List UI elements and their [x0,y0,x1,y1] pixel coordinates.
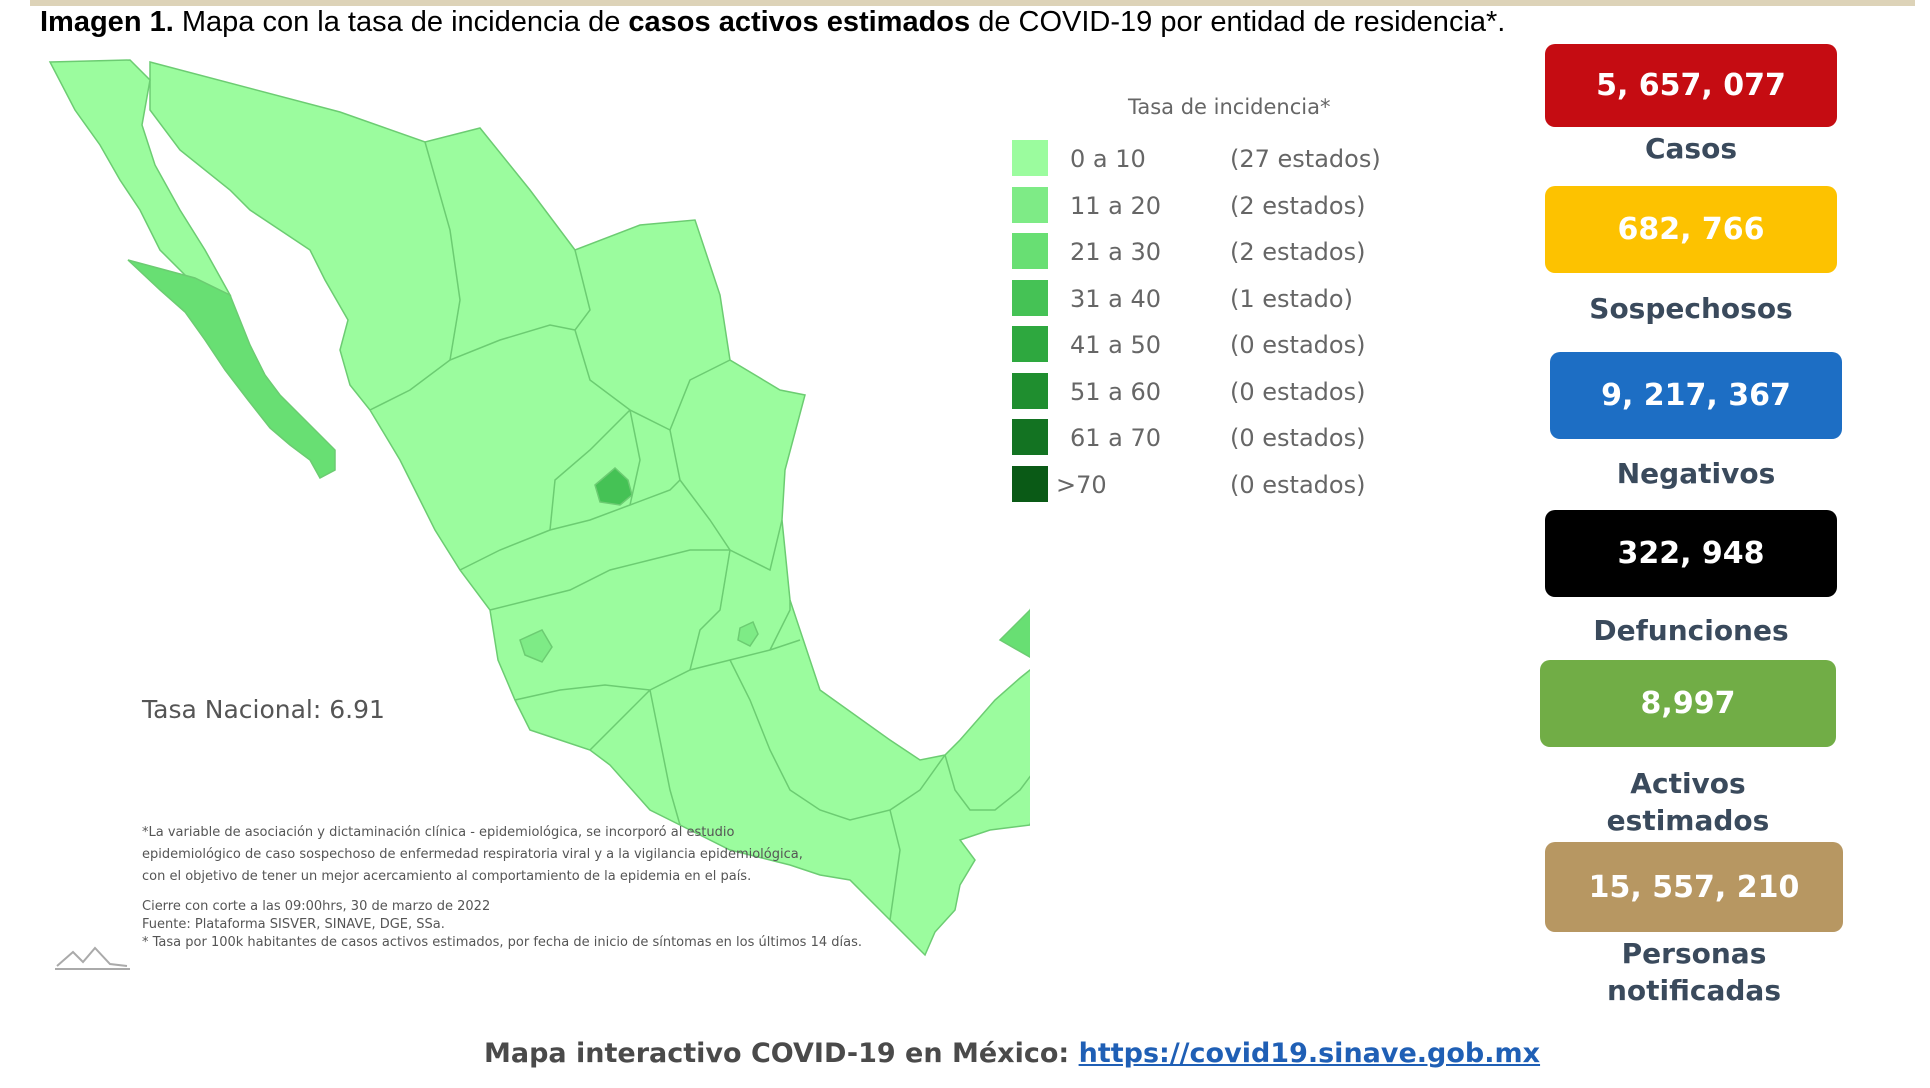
source-line: * Tasa por 100k habitantes de casos acti… [142,935,863,950]
legend-swatch [1012,372,1048,409]
stat-value-box: 5, 657, 077 [1545,44,1837,127]
campeche-state [998,608,1030,659]
legend-count: (1 estado) [1230,284,1353,313]
source-line: Cierre con corte a las 09:00hrs, 30 de m… [142,899,491,914]
legend-swatch [1012,419,1048,455]
legend-count: (2 estados) [1230,191,1366,220]
footer-label: Mapa interactivo COVID-19 en México: [484,1038,1079,1069]
legend-item: 21 a 30 (2 estados) [1012,233,1432,269]
stat-value-box: 8,997 [1540,660,1836,747]
national-rate: Tasa Nacional: 6.91 [142,695,385,724]
note-line: *La variable de asociación y dictaminaci… [142,825,735,840]
legend-swatch [1012,279,1048,316]
stat-value-box: 682, 766 [1545,186,1837,273]
legend-swatch [1012,140,1048,176]
legend-range: 31 a 40 [1070,284,1162,313]
caption-label: Imagen 1. [40,6,174,38]
legend-count: (0 estados) [1230,331,1366,359]
legend-count: (0 estados) [1230,377,1366,406]
covid-map-link[interactable]: https://covid19.sinave.gob.mx [1078,1038,1541,1069]
legend-swatch [1012,233,1048,269]
legend-range: 51 a 60 [1070,377,1162,406]
legend-range: 21 a 30 [1070,238,1162,266]
note-line: epidemiológico de caso sospechoso de enf… [142,847,803,862]
source-notes: Cierre con corte a las 09:00hrs, 30 de m… [142,898,862,952]
legend-range: 11 a 20 [1070,191,1162,220]
legend-count: (27 estados) [1230,145,1381,173]
legend-item: >70 (0 estados) [1012,465,1432,502]
legend-range: >70 [1056,470,1107,499]
legend-range: 61 a 70 [1070,424,1162,452]
caption-text-1: Mapa con la tasa de incidencia de [173,6,629,38]
legend-item: 61 a 70 (0 estados) [1012,419,1432,455]
legend-item: 41 a 50 (0 estados) [1012,326,1432,362]
legend-swatch [1012,326,1048,362]
note-line: con el objetivo de tener un mejor acerca… [142,869,752,884]
ciudad-de-mexico-state [737,620,759,647]
legend-swatch [1012,465,1048,502]
stat-label: Sospechosos [1589,292,1793,325]
stat-label: Activos estimados [1606,767,1770,837]
source-line: Fuente: Plataforma SISVER, SINAVE, DGE, … [142,917,445,932]
stat-value-box: 322, 948 [1545,510,1837,597]
legend-swatch [1012,186,1048,223]
legend-count: (2 estados) [1230,238,1366,266]
stat-label: Negativos [1616,457,1776,490]
footer: Mapa interactivo COVID-19 en México: htt… [484,1038,1540,1069]
caption-text-2: de COVID-19 por entidad de residencia*. [970,6,1506,38]
legend-item: 51 a 60 (0 estados) [1012,372,1432,409]
stat-label: Personas notificadas [1606,937,1781,1007]
legend-range: 41 a 50 [1070,331,1162,359]
mountain-logo-icon [55,946,130,970]
stat-value-box: 9, 217, 367 [1550,352,1842,439]
top-divider [30,0,1915,6]
colima-state [519,629,553,663]
legend-count: (0 estados) [1230,424,1366,452]
mainland-shape [149,61,1030,957]
baja-california-sur-state [127,259,336,480]
legend-title: Tasa de incidencia* [1128,95,1331,119]
stat-value-box: 15, 557, 210 [1545,842,1843,932]
legend-item: 11 a 20 (2 estados) [1012,186,1432,223]
legend-range: 0 a 10 [1070,145,1146,173]
footnote-notes: *La variable de asociación y dictaminaci… [142,822,803,888]
state-borders [369,141,1030,921]
legend-item: 31 a 40 (1 estado) [1012,279,1432,316]
mexico-map [48,59,1030,957]
stat-label: Casos [1644,132,1737,165]
figure-caption: Imagen 1. Mapa con la tasa de incidencia… [40,6,1505,39]
legend-item: 0 a 10 (27 estados) [1012,140,1432,176]
caption-bold: casos activos estimados [628,6,971,38]
mainland [149,61,1030,957]
legend-count: (0 estados) [1230,470,1366,499]
stat-label: Defunciones [1593,614,1789,647]
